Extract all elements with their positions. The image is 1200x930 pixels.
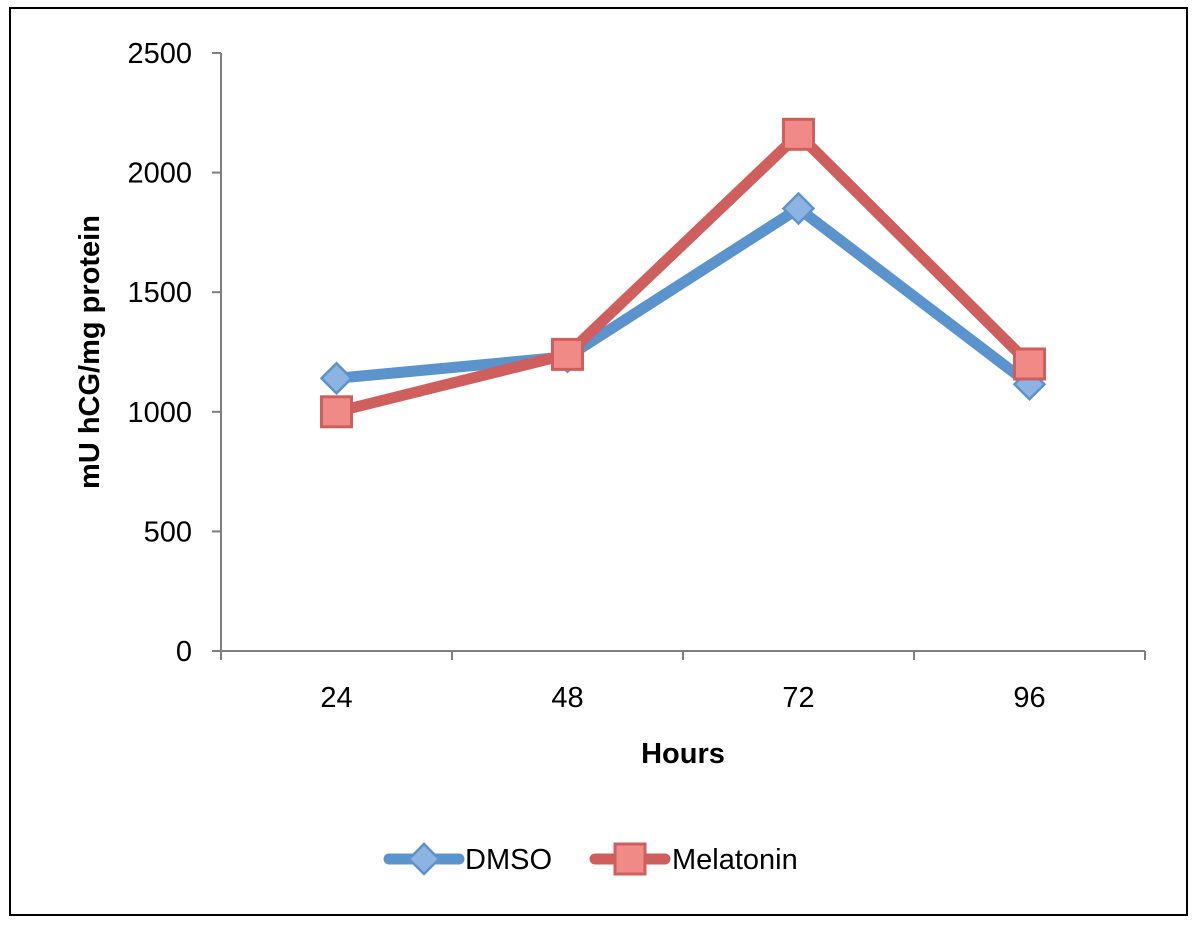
- x-tick-label: 72: [782, 682, 814, 714]
- series-dmso: [319, 191, 1047, 402]
- legend-swatch-marker: [407, 842, 441, 876]
- x-axis-title: Hours: [641, 738, 725, 770]
- series-line-melatonin: [331, 128, 1035, 418]
- legend: DMSO Melatonin: [383, 842, 798, 876]
- legend-label: Melatonin: [672, 844, 798, 876]
- chart-frame: [9, 7, 1188, 916]
- x-axis: 24 48 72 96: [220, 650, 1146, 714]
- series-melatonin: [320, 117, 1046, 429]
- series-layer: [319, 117, 1047, 429]
- y-tick-label: 1500: [127, 277, 192, 309]
- data-point-melatonin: [782, 117, 815, 151]
- y-tick-label: 500: [144, 516, 192, 548]
- data-point-melatonin: [551, 337, 584, 371]
- y-tick-label: 2000: [127, 158, 192, 190]
- data-point-dmso: [781, 191, 816, 226]
- y-axis: 0 500 1000 1500 2000 2500: [127, 38, 222, 668]
- y-tick-label: 0: [176, 636, 192, 668]
- series-line-dmso: [331, 202, 1035, 390]
- data-point-melatonin: [1013, 347, 1046, 381]
- x-tick-label: 24: [320, 682, 352, 714]
- x-tick-label: 96: [1013, 682, 1045, 714]
- y-tick-label: 1000: [127, 397, 192, 429]
- legend-swatch-marker: [613, 842, 647, 876]
- legend-item-melatonin: Melatonin: [589, 842, 798, 876]
- data-point-dmso: [319, 361, 354, 396]
- legend-item-dmso: DMSO: [383, 842, 552, 876]
- y-tick-label: 2500: [127, 38, 192, 70]
- data-point-melatonin: [320, 395, 353, 429]
- legend-label: DMSO: [465, 844, 552, 876]
- y-axis-title: mU hCG/mg protein: [74, 215, 106, 489]
- x-tick-label: 48: [551, 682, 583, 714]
